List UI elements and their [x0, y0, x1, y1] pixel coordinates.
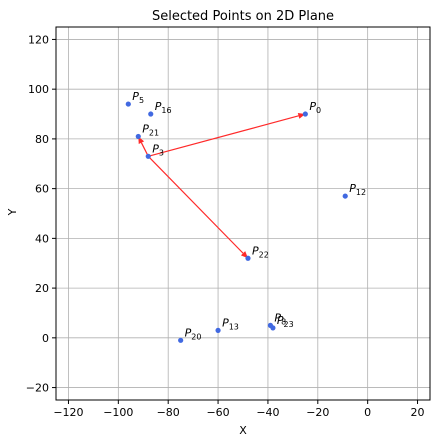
point-label: P0	[309, 100, 321, 115]
point-label-letter: P	[155, 100, 162, 113]
point-label-subscript: 8	[281, 317, 286, 326]
grid	[56, 27, 430, 400]
point-label-subscript: 23	[284, 320, 294, 329]
data-point	[148, 111, 154, 117]
x-tick-label: −20	[306, 406, 329, 419]
x-axis-label: X	[239, 424, 247, 437]
chart-title: Selected Points on 2D Plane	[152, 9, 334, 24]
point-label-subscript: 22	[259, 250, 269, 259]
point-label-subscript: 5	[139, 96, 144, 105]
y-tick-label: 20	[35, 282, 49, 295]
data-point	[145, 153, 151, 159]
y-tick-label: 100	[28, 83, 49, 96]
point-label: P8	[274, 311, 286, 326]
point-label-subscript: 12	[356, 188, 366, 197]
point-label: P23	[277, 314, 294, 329]
y-tick-label: 0	[42, 332, 49, 345]
point-label-letter: P	[142, 122, 149, 135]
data-point	[135, 133, 141, 140]
arrow	[138, 136, 149, 157]
point-label-letter: P	[132, 90, 139, 103]
point-label-letter: P	[309, 100, 316, 113]
x-tick-label: 20	[411, 406, 425, 419]
arrow-shaft	[148, 115, 299, 157]
y-tick-label: 60	[35, 183, 49, 196]
point-label-letter: P	[222, 316, 229, 329]
point-label-subscript: 0	[316, 106, 321, 115]
point-label-subscript: 13	[229, 322, 239, 331]
arrow	[147, 155, 248, 259]
arrow-shaft	[147, 155, 244, 254]
point-label-letter: P	[277, 314, 284, 327]
data-point	[125, 101, 131, 107]
x-tick-label: −80	[157, 406, 180, 419]
point-label-letter: P	[252, 244, 259, 257]
point-label: P16	[155, 100, 172, 115]
point-label-subscript: 16	[161, 106, 171, 115]
point-label: P13	[222, 316, 239, 331]
x-tick-label: −120	[53, 406, 83, 419]
point-label-letter: P	[152, 142, 159, 155]
plot-frame	[55, 26, 431, 401]
data-point	[270, 325, 276, 331]
y-tick-label: 120	[28, 33, 49, 46]
point-label-subscript: 3	[159, 148, 164, 157]
point-label-letter: P	[349, 182, 356, 195]
point-label: P5	[132, 90, 144, 105]
x-tick-label: −40	[256, 406, 279, 419]
arrows	[138, 112, 306, 259]
point-label: P21	[142, 122, 159, 137]
point-label: P12	[349, 182, 366, 197]
point-label: P3	[152, 142, 164, 157]
ticks: −120 −100 −80 −60 −40 −20 0 20−2002040608010012…	[26, 33, 425, 419]
data-point	[342, 193, 348, 199]
x-tick-label: −60	[206, 406, 229, 419]
point-label: P22	[252, 244, 269, 259]
data-point	[215, 327, 221, 333]
data-point	[245, 255, 251, 261]
y-tick-label: 80	[35, 133, 49, 146]
point-label-subscript: 21	[149, 128, 159, 137]
x-tick-label: −100	[103, 406, 133, 419]
y-axis-label: Y	[6, 208, 19, 216]
arrow	[148, 112, 306, 157]
y-tick-label: −20	[26, 382, 49, 395]
data-point	[178, 337, 184, 343]
y-tick-label: 40	[35, 232, 49, 245]
data-point	[302, 111, 308, 117]
point-label: P20	[185, 326, 202, 341]
point-label-subscript: 20	[191, 332, 201, 341]
x-tick-label: 0	[364, 406, 371, 419]
point-label-letter: P	[274, 311, 281, 324]
point-label-letter: P	[185, 326, 192, 339]
